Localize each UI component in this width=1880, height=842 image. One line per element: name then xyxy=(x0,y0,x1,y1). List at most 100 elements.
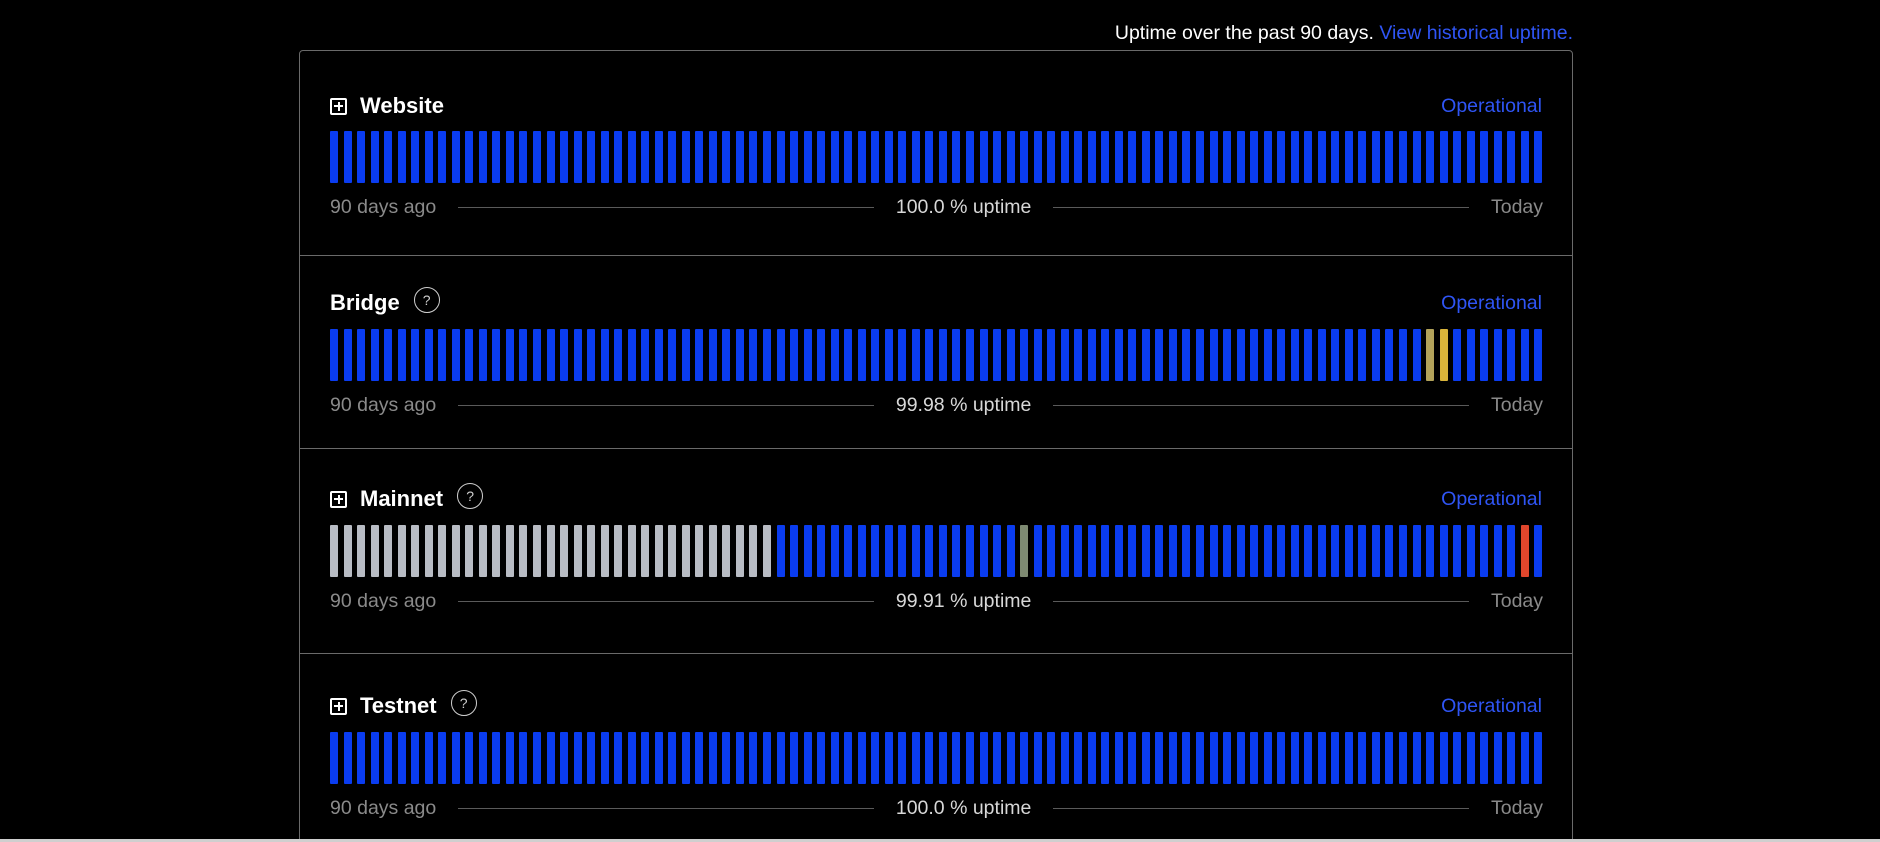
uptime-day-bar[interactable] xyxy=(1236,525,1245,577)
uptime-day-bar[interactable] xyxy=(884,732,893,784)
uptime-day-bar[interactable] xyxy=(641,329,650,381)
uptime-day-bar[interactable] xyxy=(965,131,974,183)
uptime-day-bar[interactable] xyxy=(330,732,338,784)
uptime-day-bar[interactable] xyxy=(654,732,663,784)
uptime-day-bar[interactable] xyxy=(478,329,487,381)
uptime-day-bar[interactable] xyxy=(384,329,393,381)
uptime-day-bar[interactable] xyxy=(1371,131,1380,183)
uptime-day-bar[interactable] xyxy=(492,329,501,381)
help-icon[interactable]: ? xyxy=(457,483,484,509)
expand-plus-icon[interactable] xyxy=(330,490,347,508)
uptime-day-bar[interactable] xyxy=(817,525,826,577)
uptime-day-bar[interactable] xyxy=(343,131,352,183)
uptime-day-bar[interactable] xyxy=(641,732,650,784)
uptime-day-bar[interactable] xyxy=(1385,732,1394,784)
uptime-day-bar[interactable] xyxy=(884,131,893,183)
uptime-day-bar[interactable] xyxy=(1182,131,1191,183)
uptime-day-bar[interactable] xyxy=(1250,329,1259,381)
uptime-day-bar[interactable] xyxy=(1141,131,1150,183)
uptime-day-bar[interactable] xyxy=(993,732,1002,784)
uptime-day-bar[interactable] xyxy=(1507,525,1516,577)
uptime-day-bar[interactable] xyxy=(1426,732,1435,784)
uptime-day-bar[interactable] xyxy=(1114,525,1123,577)
uptime-day-bar[interactable] xyxy=(1371,525,1380,577)
uptime-day-bar[interactable] xyxy=(357,329,366,381)
uptime-day-bar[interactable] xyxy=(505,732,514,784)
uptime-day-bar[interactable] xyxy=(735,131,744,183)
uptime-day-bar[interactable] xyxy=(343,732,352,784)
uptime-day-bar[interactable] xyxy=(1182,525,1191,577)
uptime-day-bar[interactable] xyxy=(668,329,677,381)
uptime-day-bar[interactable] xyxy=(330,525,338,577)
uptime-day-bar[interactable] xyxy=(979,525,988,577)
uptime-day-bar[interactable] xyxy=(938,329,947,381)
uptime-day-bar[interactable] xyxy=(1114,732,1123,784)
uptime-day-bar[interactable] xyxy=(424,732,433,784)
uptime-day-bar[interactable] xyxy=(763,732,771,784)
uptime-day-bar[interactable] xyxy=(614,525,623,577)
uptime-day-bar[interactable] xyxy=(668,525,677,577)
uptime-day-bar[interactable] xyxy=(600,131,609,183)
uptime-day-bar[interactable] xyxy=(830,525,839,577)
uptime-day-bar[interactable] xyxy=(357,525,366,577)
uptime-day-bar[interactable] xyxy=(1060,131,1069,183)
uptime-day-bar[interactable] xyxy=(722,732,731,784)
uptime-day-bar[interactable] xyxy=(938,525,947,577)
uptime-day-bar[interactable] xyxy=(1290,732,1299,784)
uptime-day-bar[interactable] xyxy=(1331,329,1340,381)
uptime-day-bar[interactable] xyxy=(1358,525,1367,577)
uptime-day-bar[interactable] xyxy=(505,525,514,577)
uptime-day-bar[interactable] xyxy=(708,525,717,577)
uptime-day-bar[interactable] xyxy=(1209,329,1218,381)
uptime-day-bar[interactable] xyxy=(925,732,934,784)
uptime-day-bar[interactable] xyxy=(532,732,541,784)
uptime-day-bar[interactable] xyxy=(952,525,961,577)
uptime-day-bar[interactable] xyxy=(1317,329,1326,381)
uptime-day-bar[interactable] xyxy=(830,329,839,381)
uptime-day-bar[interactable] xyxy=(1480,525,1489,577)
uptime-day-bar[interactable] xyxy=(1250,131,1259,183)
uptime-day-bar[interactable] xyxy=(1223,131,1232,183)
uptime-day-bar[interactable] xyxy=(546,329,555,381)
uptime-day-bar[interactable] xyxy=(1493,329,1502,381)
uptime-day-bar[interactable] xyxy=(1263,732,1272,784)
uptime-day-bar[interactable] xyxy=(803,525,812,577)
uptime-day-bar[interactable] xyxy=(749,131,758,183)
uptime-day-bar[interactable] xyxy=(668,131,677,183)
uptime-day-bar[interactable] xyxy=(654,131,663,183)
uptime-day-bar[interactable] xyxy=(411,525,420,577)
uptime-day-bar[interactable] xyxy=(1439,329,1448,381)
uptime-day-bar[interactable] xyxy=(1534,131,1543,183)
uptime-day-bar[interactable] xyxy=(1344,732,1353,784)
uptime-day-bar[interactable] xyxy=(1060,525,1069,577)
uptime-day-bar[interactable] xyxy=(952,131,961,183)
uptime-day-bar[interactable] xyxy=(830,732,839,784)
uptime-day-bar[interactable] xyxy=(478,732,487,784)
uptime-day-bar[interactable] xyxy=(1141,732,1150,784)
uptime-day-bar[interactable] xyxy=(1209,732,1218,784)
uptime-day-bar[interactable] xyxy=(681,329,690,381)
uptime-day-bar[interactable] xyxy=(1358,329,1367,381)
uptime-day-bar[interactable] xyxy=(1344,131,1353,183)
uptime-day-bar[interactable] xyxy=(478,525,487,577)
uptime-day-bar[interactable] xyxy=(722,525,731,577)
uptime-day-bar[interactable] xyxy=(1493,131,1502,183)
uptime-day-bar[interactable] xyxy=(763,329,771,381)
uptime-day-bar[interactable] xyxy=(505,131,514,183)
uptime-day-bar[interactable] xyxy=(681,525,690,577)
uptime-day-bar[interactable] xyxy=(1480,732,1489,784)
uptime-day-bar[interactable] xyxy=(1453,329,1462,381)
uptime-day-bar[interactable] xyxy=(519,329,528,381)
uptime-day-bar[interactable] xyxy=(1020,329,1029,381)
uptime-day-bar[interactable] xyxy=(492,732,501,784)
uptime-day-bar[interactable] xyxy=(776,525,785,577)
help-icon[interactable]: ? xyxy=(450,690,477,716)
uptime-day-bar[interactable] xyxy=(424,525,433,577)
uptime-day-bar[interactable] xyxy=(830,131,839,183)
uptime-day-bar[interactable] xyxy=(1480,131,1489,183)
uptime-day-bar[interactable] xyxy=(519,131,528,183)
uptime-day-bar[interactable] xyxy=(1493,525,1502,577)
uptime-day-bar[interactable] xyxy=(1047,732,1056,784)
uptime-day-bar[interactable] xyxy=(1290,329,1299,381)
uptime-day-bar[interactable] xyxy=(1317,732,1326,784)
